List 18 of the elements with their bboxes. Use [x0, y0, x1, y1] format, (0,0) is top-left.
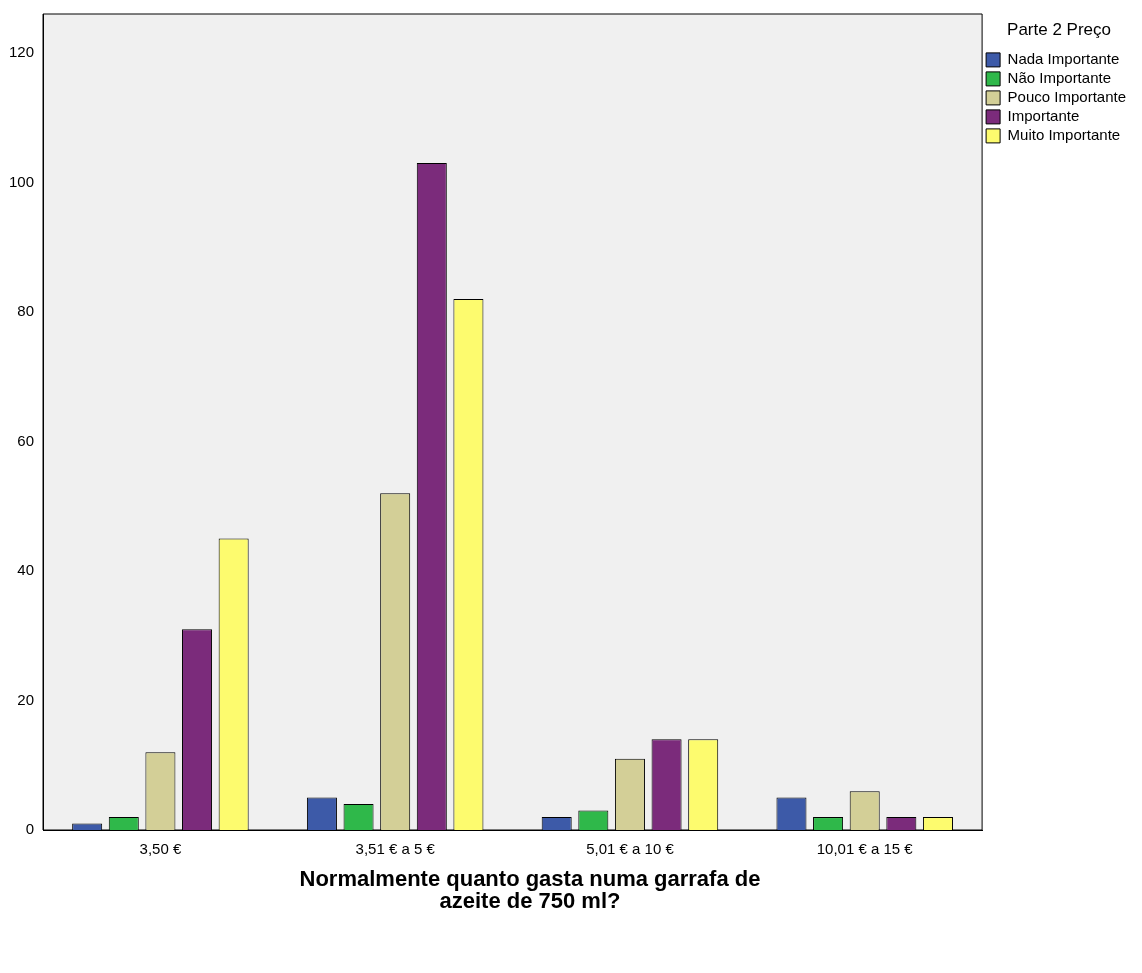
legend-label: Muito Importante	[1007, 126, 1121, 144]
x-tick-label: 3,50 €	[139, 840, 182, 858]
y-tick-label: 80	[17, 302, 35, 320]
y-tick-label: 60	[17, 431, 35, 449]
y-tick-label: 0	[25, 820, 35, 838]
x-tick-label: 3,51 € a 5 €	[355, 840, 436, 858]
legend-label: Pouco Importante	[1007, 88, 1126, 106]
legend-title: Parte 2 Preço	[1007, 20, 1112, 40]
legend-label: Importante	[1007, 107, 1080, 125]
y-tick-label: 20	[17, 690, 35, 708]
y-tick-label: 100	[9, 172, 35, 190]
y-tick-label: 40	[17, 561, 35, 579]
legend-label: Não Importante	[1007, 69, 1111, 87]
legend-label: Nada Importante	[1007, 50, 1120, 68]
y-tick-label: 120	[9, 43, 35, 60]
x-tick-label: 5,01 € a 10 €	[586, 840, 675, 858]
x-tick-label: 10,01 € a 15 €	[816, 840, 914, 858]
x-axis-title: Normalmente quanto gasta numa garrafa de azeite de 750 ml?	[298, 866, 762, 913]
